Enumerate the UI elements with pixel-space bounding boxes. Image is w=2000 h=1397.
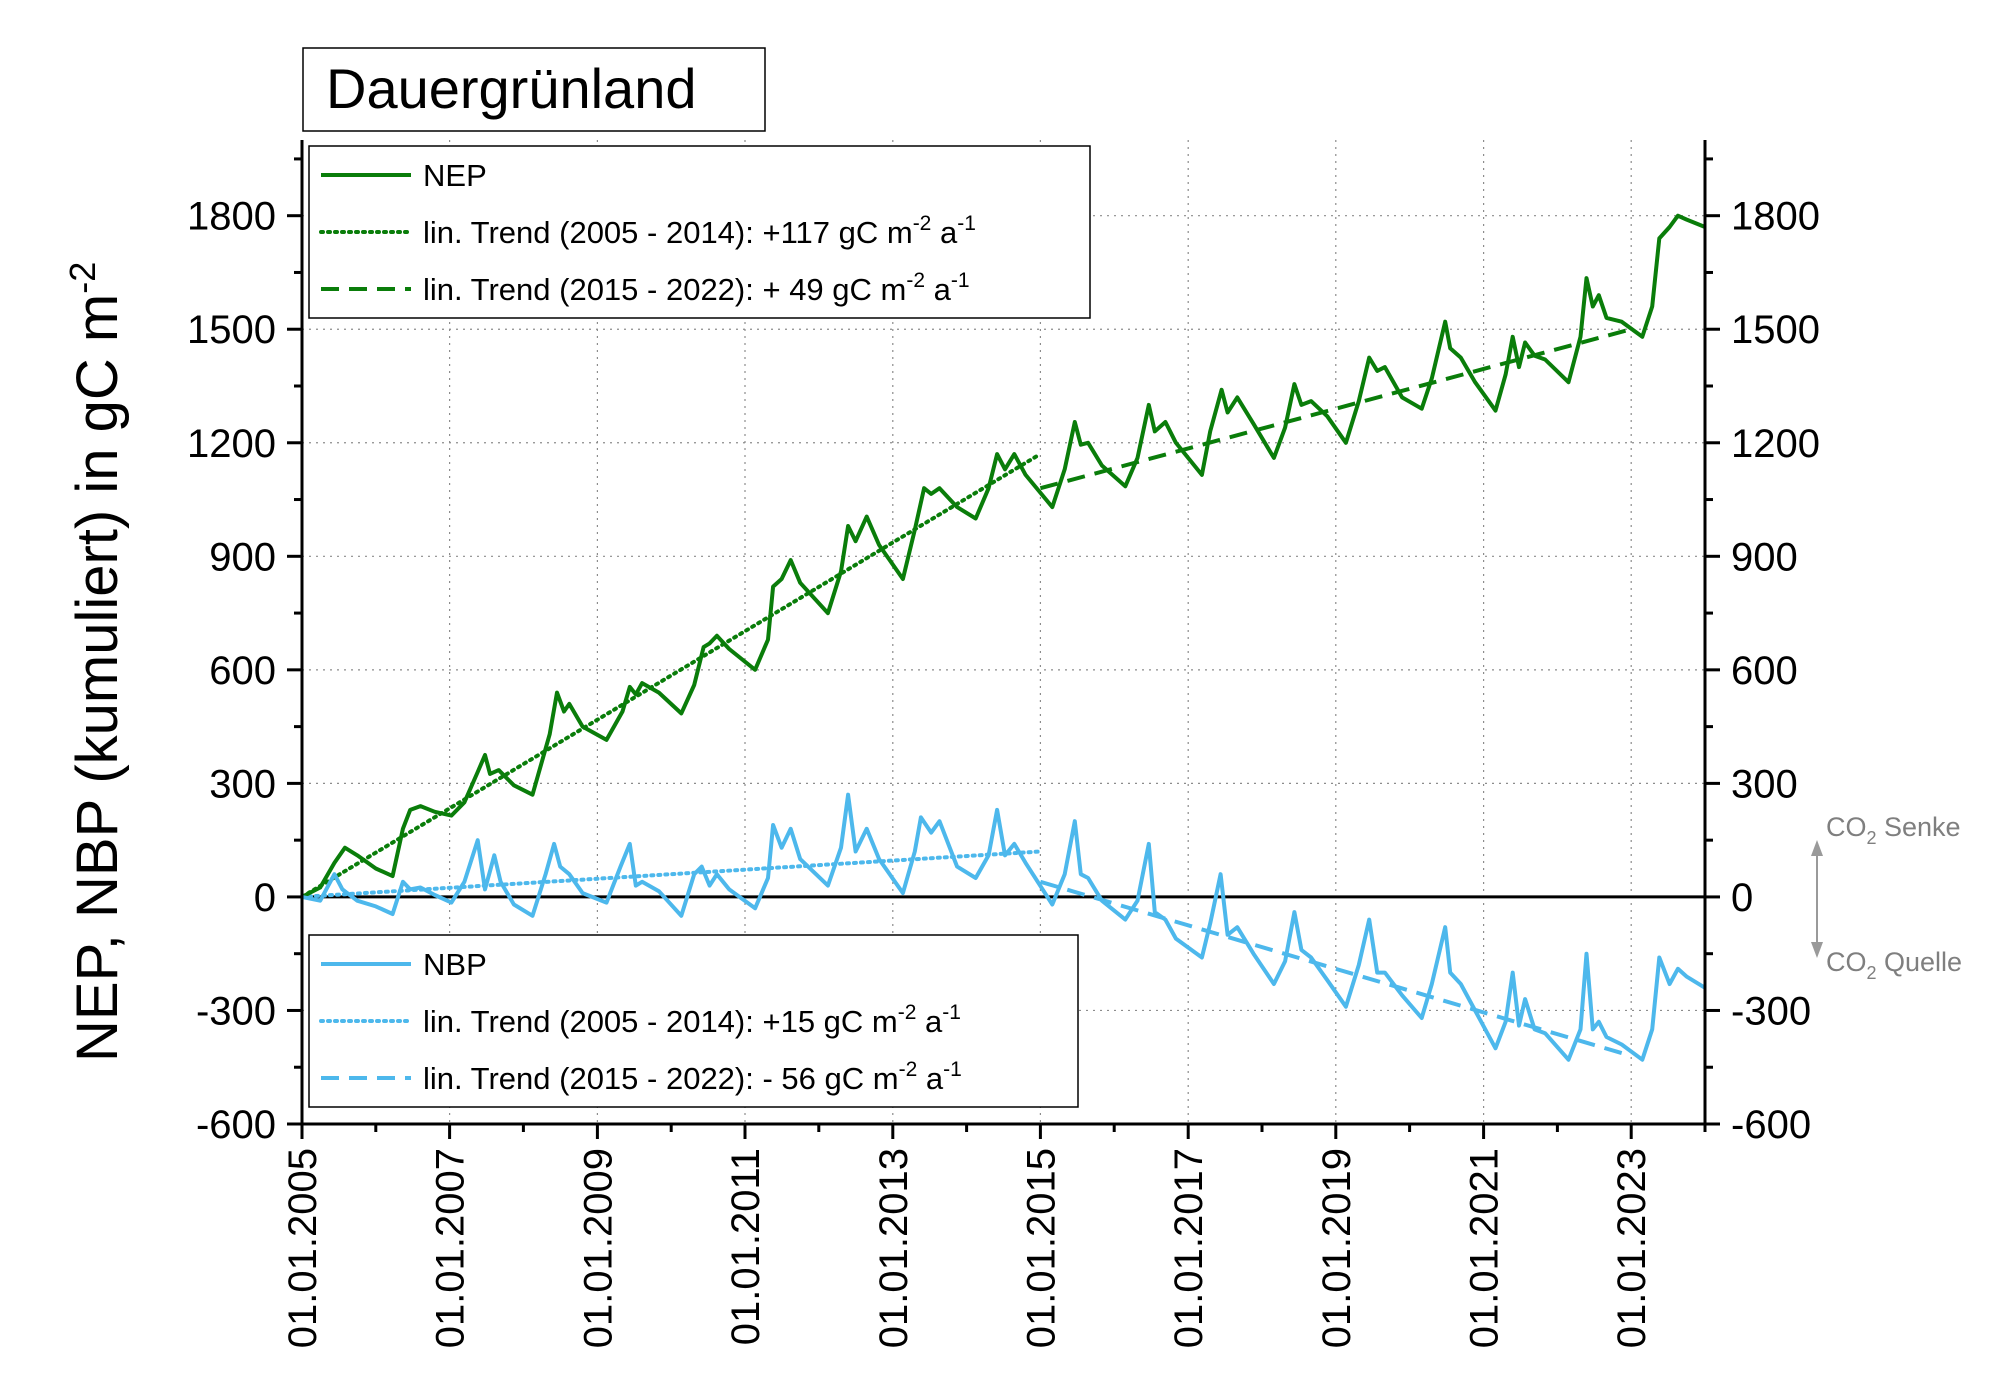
series-lines (301, 213, 1707, 1062)
y-tick-label-right: 1200 (1731, 422, 1820, 466)
y-tick-label-left: 600 (209, 649, 276, 693)
title-box (302, 47, 766, 132)
legend-box (308, 145, 1091, 319)
nbp-series-line (301, 792, 1707, 1062)
x-tick-labels: 01.01.2005 01.01.2007 01.01.2009 01.01.2011… (281, 1148, 1654, 1348)
x-tick-label: 01.01.2005 (281, 1148, 325, 1348)
y-tick-label-right: 1800 (1731, 195, 1820, 239)
co2-quelle-label: CO2 Quelle (1826, 947, 1962, 983)
y-tick-label-left: 900 (209, 535, 276, 579)
x-tick-label: 01.01.2019 (1315, 1148, 1359, 1348)
legend-label: NBP (423, 947, 487, 982)
x-tick-label: 01.01.2011 (724, 1148, 768, 1345)
x-tick-label: 01.01.2017 (1167, 1148, 1211, 1348)
legend-label: lin. Trend (2005 - 2014): +117 gC m-2 a-… (423, 212, 976, 250)
co2-annotation: CO2 Senke CO2 Quelle (1811, 812, 1962, 983)
y-tick-label-left: -300 (196, 989, 276, 1033)
y-tick-label-left: -600 (196, 1103, 276, 1147)
y-tick-label-left: 300 (209, 762, 276, 806)
y-tick-labels-right: -600 -300 0 300 600 900 1200 1500 1800 (1731, 195, 1820, 1147)
chart-title: Dauergrünland (326, 57, 696, 120)
y-tick-labels-left: -600 -300 0 300 600 900 1200 1500 1800 (187, 195, 276, 1147)
y-tick-label-left: 1500 (187, 308, 276, 352)
x-tick-label: 01.01.2009 (576, 1148, 620, 1348)
y-tick-label-right: 300 (1731, 762, 1798, 806)
x-tick-label: 01.01.2021 (1463, 1148, 1507, 1348)
nbp-trend-dotted (300, 849, 1043, 899)
y-tick-label-right: 900 (1731, 535, 1798, 579)
y-tick-label-left: 0 (254, 876, 276, 920)
legend-label: NEP (423, 158, 487, 193)
legend-label: lin. Trend (2015 - 2022): + 49 gC m-2 a-… (423, 269, 970, 307)
y-axis-label-main: NEP, NBP (kumuliert) in gC m (65, 294, 130, 1062)
x-tick-label: 01.01.2015 (1019, 1148, 1063, 1348)
y-tick-label-right: -600 (1731, 1103, 1811, 1147)
y-tick-label-left: 1800 (187, 195, 276, 239)
nep-series-line (301, 213, 1706, 899)
co2-arrow-down-head (1811, 942, 1823, 958)
y-tick-label-right: 600 (1731, 649, 1798, 693)
legend-label: lin. Trend (2015 - 2022): - 56 gC m-2 a-… (423, 1058, 962, 1096)
x-tick-label: 01.01.2023 (1610, 1148, 1654, 1348)
legend-box (308, 934, 1079, 1108)
y-axis-label: NEP, NBP (kumuliert) in gC m-2 (62, 262, 130, 1062)
legend-nep: NEP lin. Trend (2005 - 2014): +117 gC m-2… (308, 145, 1091, 319)
co2-senke-label: CO2 Senke (1826, 812, 1961, 848)
legend-label: lin. Trend (2005 - 2014): +15 gC m-2 a-1 (423, 1001, 961, 1039)
y-tick-label-left: 1200 (187, 422, 276, 466)
y-tick-label-right: 0 (1731, 876, 1753, 920)
co2-arrow-up-head (1811, 840, 1823, 856)
y-tick-label-right: 1500 (1731, 308, 1820, 352)
axes (287, 140, 1720, 1139)
x-tick-label: 01.01.2013 (872, 1148, 916, 1348)
legend-nbp: NBP lin. Trend (2005 - 2014): +15 gC m-2 … (308, 934, 1079, 1108)
x-tick-label: 01.01.2007 (429, 1148, 473, 1348)
y-tick-label-right: -300 (1731, 989, 1811, 1033)
y-axis-label-sup: -2 (62, 262, 103, 294)
